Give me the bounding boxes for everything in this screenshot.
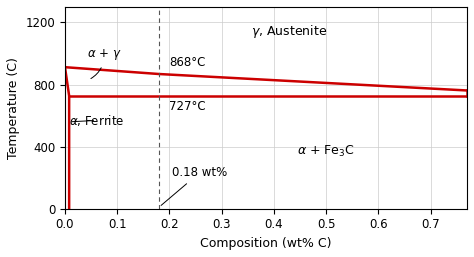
Y-axis label: Temperature (C): Temperature (C)	[7, 57, 20, 159]
Text: 0.18 wt%: 0.18 wt%	[161, 166, 227, 205]
Text: $\alpha$ + Fe$_3$C: $\alpha$ + Fe$_3$C	[297, 144, 355, 159]
X-axis label: Composition (wt% C): Composition (wt% C)	[200, 237, 332, 250]
Text: $\alpha$ + $\gamma$: $\alpha$ + $\gamma$	[87, 47, 121, 79]
Text: $\alpha$, Ferrite: $\alpha$, Ferrite	[69, 113, 124, 128]
Text: $\gamma$, Austenite: $\gamma$, Austenite	[251, 23, 328, 40]
Text: 868°C: 868°C	[169, 56, 206, 69]
Text: 727°C: 727°C	[169, 100, 206, 113]
